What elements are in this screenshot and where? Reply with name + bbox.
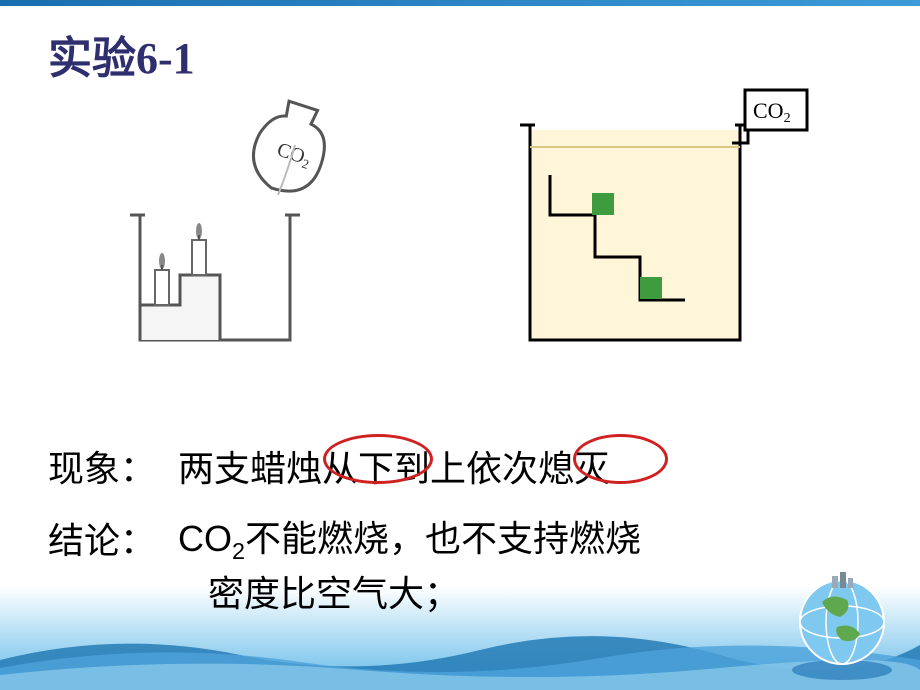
phenomenon-label: 现象： xyxy=(48,440,156,492)
phen-mid: 从下到上 xyxy=(322,449,466,489)
co2-inlet: CO2 xyxy=(732,90,807,143)
globe-decoration xyxy=(782,562,902,682)
conclusion-line2: 密度比空气大； xyxy=(208,565,460,617)
slide-top-border xyxy=(0,0,920,6)
left-diagram-svg: CO2 xyxy=(100,85,420,355)
conclusion-line1: CO2不能燃烧，也不支持燃烧 xyxy=(178,510,641,565)
conclusion-row-2: 密度比空气大； xyxy=(48,565,460,617)
candle-upper xyxy=(192,223,206,275)
green-block-upper xyxy=(592,193,614,215)
diagrams-container: CO2 CO2 xyxy=(100,85,820,355)
conc-co2-sub: 2 xyxy=(232,538,245,564)
phen-pre: 两支蜡烛 xyxy=(178,449,322,489)
right-experiment-diagram: CO2 xyxy=(500,85,820,355)
right-diagram-svg: CO2 xyxy=(500,85,820,355)
candle-lower xyxy=(155,253,169,305)
green-block-lower xyxy=(640,277,662,299)
left-experiment-diagram: CO2 xyxy=(100,85,420,355)
conc-co2-pre: CO xyxy=(178,518,232,559)
phenomenon-row: 现象： 两支蜡烛从下到上依次熄灭 xyxy=(48,440,610,492)
phenomenon-content: 两支蜡烛从下到上依次熄灭 xyxy=(178,440,610,492)
conc-post: 不能燃烧，也不支持燃烧 xyxy=(245,519,641,559)
phen-end: 熄灭 xyxy=(538,449,610,489)
co2-flask: CO2 xyxy=(244,95,337,200)
conclusion-row: 结论： CO2不能燃烧，也不支持燃烧 xyxy=(48,510,641,565)
conclusion-label: 结论： xyxy=(48,512,156,564)
phen-post: 依次 xyxy=(466,449,538,489)
slide-title: 实验6-1 xyxy=(48,22,195,86)
